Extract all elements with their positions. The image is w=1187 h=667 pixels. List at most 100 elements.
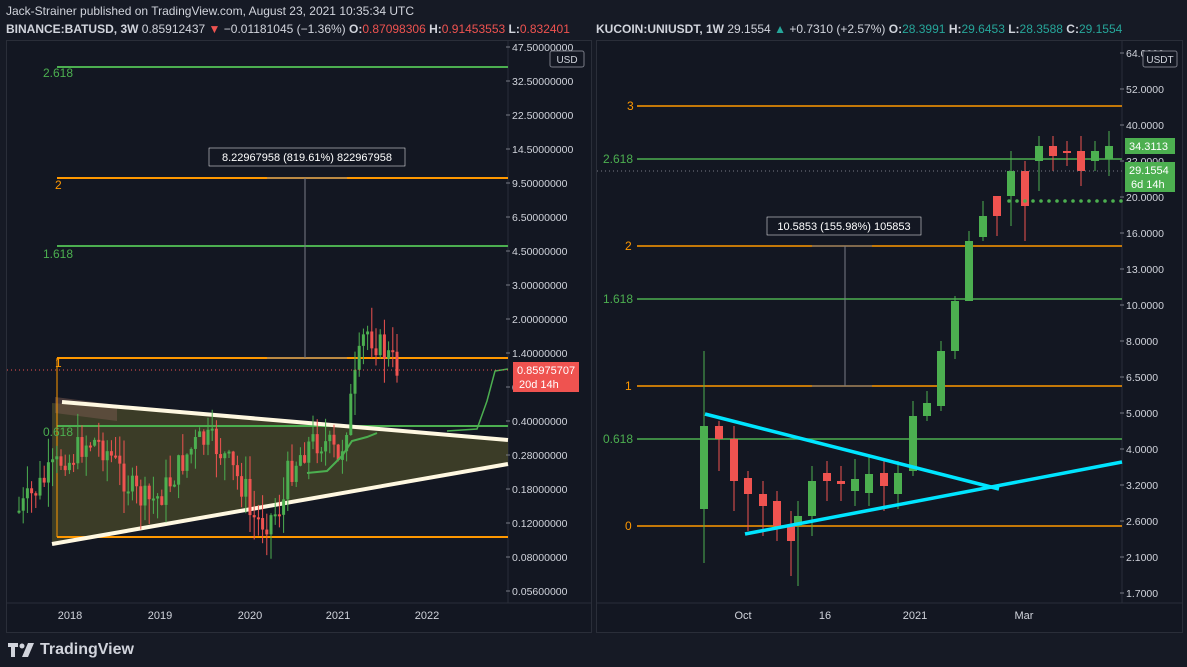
candle-body (172, 484, 176, 487)
right-open: 28.3991 (902, 22, 946, 36)
candle-body (937, 351, 945, 406)
candle-body (382, 334, 386, 359)
right-price-axis[interactable]: 64.000052.000040.000032.000020.000016.00… (1120, 48, 1164, 600)
right-currency-badge[interactable] (1142, 50, 1178, 68)
candle-body (715, 426, 723, 439)
left-chart-svg[interactable]: 2.618 2 1.618 1 0.618 8.22967958 (819.61… (7, 41, 591, 632)
left-upper-trendline[interactable] (61, 400, 509, 442)
right-fib-label-2: 2 (625, 239, 632, 253)
right-last-price: 29.1554 (727, 22, 771, 36)
right-symbol[interactable]: KUCOIN:UNIUSDT, 1W (596, 22, 724, 36)
candle-body (374, 348, 378, 356)
right-descending-trendline[interactable] (704, 412, 1000, 491)
left-change-arrow: ▼ (208, 22, 221, 36)
candle-body (177, 455, 181, 485)
right-level-badge-text: 34.3113 (1129, 141, 1168, 153)
candle-body (311, 434, 315, 442)
left-symbol[interactable]: BINANCE:BATUSD, 3W (6, 22, 139, 36)
candle-body (808, 481, 816, 516)
axis-tick-label: 2.6000 (1126, 516, 1158, 528)
left-fib-label-0: 2.618 (43, 66, 73, 80)
left-x-tick-2: 2020 (238, 610, 262, 622)
left-fib-label-1: 2 (55, 178, 62, 192)
candle-body (51, 459, 55, 463)
candle-body (261, 518, 265, 530)
left-countdown-text: 20d 14h (519, 379, 559, 391)
candle-body (34, 493, 38, 496)
candle-body (979, 216, 987, 237)
left-fib-label-4: 0.618 (43, 425, 73, 439)
left-x-tick-3: 2021 (326, 610, 350, 622)
candle-body (370, 331, 374, 349)
candle-body (25, 488, 29, 499)
candle-body (1021, 171, 1029, 206)
right-chart-panel[interactable]: 3 2.618 2 1.618 1 0.618 0 10.5853 (155.9… (596, 40, 1183, 633)
candle-body (21, 498, 25, 511)
right-fib-label-0: 3 (627, 99, 634, 113)
axis-tick-label: 3.00000000 (512, 280, 568, 292)
candle-body (109, 451, 113, 456)
signal-dot (1111, 199, 1115, 203)
right-fib-label-1: 2.618 (603, 152, 633, 166)
candle-body (336, 444, 340, 460)
left-currency-badge[interactable] (549, 50, 585, 68)
axis-tick-label: 4.50000000 (512, 246, 568, 258)
right-ascending-trendline[interactable] (744, 460, 1123, 536)
candle-body (1035, 146, 1043, 161)
candle-body (93, 439, 97, 446)
left-symbol-legend: BINANCE:BATUSD, 3W 0.85912437 ▼ −0.01181… (6, 22, 570, 36)
left-measure-box (208, 147, 406, 167)
candle-body (282, 499, 286, 515)
axis-tick-label: 5.0000 (1126, 408, 1158, 420)
candle-body (277, 514, 281, 517)
axis-tick-label: 16.0000 (1126, 228, 1164, 240)
signal-dot (1039, 199, 1043, 203)
candle-body (256, 517, 260, 520)
signal-dot (1119, 199, 1123, 203)
candle-body (993, 196, 1001, 216)
candle-body (231, 451, 235, 466)
right-high: 29.6453 (961, 22, 1005, 36)
right-low: 28.3588 (1019, 22, 1063, 36)
candle-body (76, 437, 80, 464)
axis-tick-label: 1.40000000 (512, 348, 568, 360)
candle-body (332, 434, 336, 445)
axis-tick-label: 2.00000000 (512, 314, 568, 326)
candle-body (387, 350, 391, 359)
right-fib-label-4: 1 (625, 379, 632, 393)
left-chart-panel[interactable]: 2.618 2 1.618 1 0.618 8.22967958 (819.61… (6, 40, 592, 633)
axis-tick-label: 10.0000 (1126, 300, 1164, 312)
right-fib-label-3: 1.618 (603, 292, 633, 306)
candle-body (46, 462, 50, 483)
right-currency-text: USDT (1146, 55, 1173, 66)
left-ma-line (306, 432, 378, 474)
candle-body (223, 453, 227, 459)
right-chart-svg[interactable]: 3 2.618 2 1.618 1 0.618 0 10.5853 (155.9… (597, 41, 1182, 632)
right-countdown-text: 6d 14h (1131, 179, 1165, 191)
candle-body (105, 451, 109, 461)
candle-body (324, 441, 328, 452)
left-price-badge (513, 362, 579, 392)
left-price-axis[interactable]: 47.5000000032.5000000022.5000000014.5000… (506, 42, 573, 598)
axis-tick-label: 1.7000 (1126, 588, 1158, 600)
candle-body (84, 445, 88, 457)
left-ma-extension (446, 368, 509, 432)
left-open: 0.87098306 (362, 22, 426, 36)
candle-body (118, 455, 122, 464)
candle-body (909, 416, 917, 471)
tradingview-logo-icon (8, 643, 34, 657)
candle-body (391, 350, 395, 353)
left-x-tick-1: 2019 (148, 610, 172, 622)
candle-body (88, 445, 92, 448)
candle-body (273, 514, 277, 517)
candle-body (139, 486, 143, 506)
axis-tick-label: 32.50000000 (512, 76, 573, 88)
tradingview-logo[interactable]: TradingView (8, 641, 134, 659)
left-lower-trendline[interactable] (51, 462, 509, 546)
candle-body (315, 434, 319, 454)
axis-tick-label: 20.0000 (1126, 192, 1164, 204)
axis-tick-label: 22.50000000 (512, 110, 573, 122)
axis-tick-label: 9.50000000 (512, 178, 568, 190)
candle-body (181, 455, 185, 471)
candle-body (59, 456, 63, 466)
